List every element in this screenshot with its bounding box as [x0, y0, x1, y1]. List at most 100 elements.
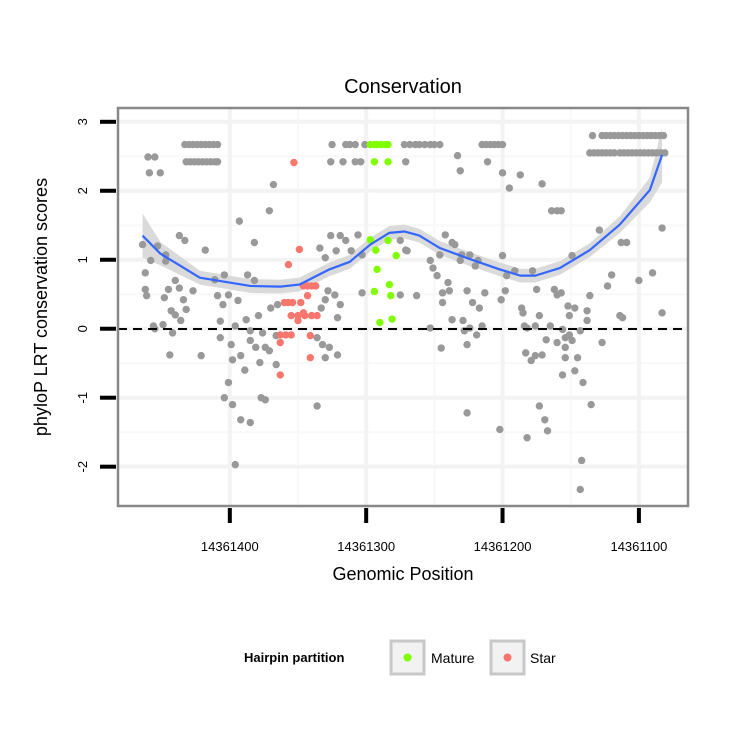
data-point-other	[147, 256, 155, 265]
data-point-other	[175, 231, 184, 240]
data-point-other	[658, 309, 666, 317]
data-point-other	[241, 366, 249, 374]
data-point-other	[576, 485, 584, 494]
smooth-curve	[141, 154, 664, 288]
data-point-mature	[372, 246, 380, 254]
data-point-other	[433, 271, 441, 280]
data-point-other	[561, 343, 569, 352]
data-point-star	[306, 331, 314, 340]
data-point-other	[588, 131, 597, 140]
data-point-other	[595, 226, 604, 234]
legend: Hairpin partition Mature Star	[244, 639, 556, 676]
data-point-other	[396, 291, 404, 299]
y-tick-label: -1	[75, 392, 90, 404]
data-point-other	[328, 140, 336, 149]
y-tick-label: 2	[75, 187, 90, 194]
data-point-other	[400, 140, 409, 149]
data-point-other	[220, 394, 229, 402]
data-point-other	[327, 158, 335, 166]
x-axis-label: Genomic Position	[332, 564, 473, 584]
data-point-other	[541, 416, 549, 424]
x-axis: 14361400 14361300 14361200 14361100	[201, 508, 667, 554]
data-point-other	[160, 293, 169, 302]
data-point-other	[197, 351, 205, 360]
data-point-other	[256, 358, 264, 367]
data-point-other	[478, 322, 486, 330]
plot-panel	[116, 106, 690, 508]
data-point-other	[532, 285, 541, 294]
y-tick-label: 3	[75, 118, 90, 125]
data-point-other	[547, 207, 556, 215]
data-point-other	[138, 240, 147, 249]
data-point-other	[463, 340, 471, 349]
data-point-star	[306, 353, 314, 362]
data-point-other	[242, 316, 250, 324]
data-point-other	[635, 276, 643, 285]
data-point-other	[324, 287, 332, 295]
data-point-other	[444, 278, 452, 287]
data-point-other	[498, 169, 507, 177]
data-point-other	[339, 158, 347, 166]
data-point-other	[354, 231, 362, 239]
data-point-other	[426, 256, 434, 265]
data-point-other	[436, 140, 444, 149]
data-point-other	[224, 291, 233, 299]
data-point-other	[227, 340, 235, 349]
data-point-other	[558, 325, 567, 334]
data-point-other	[528, 267, 537, 275]
y-axis: 3 2 1 0 -1 -2	[75, 118, 116, 472]
data-point-other	[542, 336, 550, 344]
data-point-other	[496, 425, 504, 434]
y-tick-label: 1	[75, 256, 90, 263]
data-point-other	[571, 367, 579, 375]
data-point-other	[468, 298, 477, 307]
data-point-other	[587, 400, 595, 409]
data-point-star	[297, 298, 305, 307]
data-point-other	[448, 316, 456, 324]
data-point-other	[568, 336, 576, 345]
data-point-star	[290, 158, 298, 167]
data-point-other	[216, 333, 224, 342]
data-point-other	[201, 246, 209, 254]
data-point-other	[243, 271, 252, 279]
data-point-other	[156, 169, 164, 177]
data-point-other	[550, 285, 559, 294]
data-point-other	[557, 207, 565, 215]
legend-title: Hairpin partition	[244, 650, 344, 665]
data-point-other	[219, 300, 227, 309]
data-point-other	[436, 251, 444, 259]
data-point-other	[403, 247, 411, 255]
data-point-other	[603, 282, 612, 290]
data-point-other	[213, 158, 222, 166]
data-point-other	[316, 244, 324, 252]
data-point-other	[164, 285, 173, 294]
data-point-star	[282, 331, 290, 339]
data-point-other	[267, 304, 275, 312]
data-point-other	[535, 311, 544, 320]
y-tick-label: -2	[75, 461, 90, 473]
data-point-star	[307, 311, 316, 320]
data-point-other	[565, 311, 574, 320]
data-point-other	[565, 331, 574, 339]
data-point-other	[228, 356, 237, 364]
data-point-other	[459, 316, 467, 325]
x-tick-label: 14361400	[201, 539, 259, 554]
data-point-other	[437, 344, 445, 352]
data-point-other	[317, 304, 325, 312]
data-point-other	[498, 140, 507, 149]
data-point-other	[502, 271, 511, 280]
data-point-other	[568, 251, 576, 260]
confidence-band	[142, 127, 663, 294]
x-tick-label: 14361200	[474, 539, 532, 554]
data-point-other	[561, 353, 569, 362]
legend-dot-mature	[403, 653, 412, 662]
data-point-other	[347, 247, 355, 255]
data-point-other	[538, 351, 546, 359]
data-point-mature	[385, 280, 394, 289]
x-tick-label: 14361100	[610, 539, 667, 554]
data-point-other	[441, 231, 449, 239]
data-point-other	[159, 320, 167, 329]
data-point-other	[331, 291, 339, 299]
data-point-other	[175, 284, 184, 292]
data-point-other	[571, 304, 579, 312]
